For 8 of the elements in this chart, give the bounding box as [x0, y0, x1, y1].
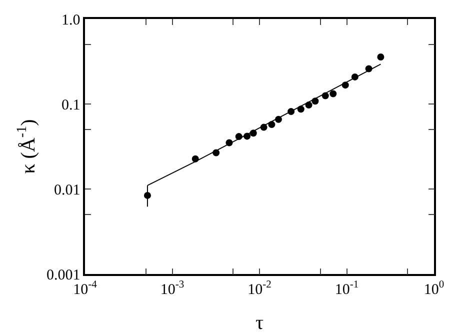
y-tick-label: 0.1 — [62, 97, 80, 114]
y-tick-label: 0.01 — [54, 182, 80, 198]
x-tick-label: 10$^{0}$ — [424, 279, 444, 298]
x-tick-label: 10$^{-1}$ — [334, 279, 359, 298]
x-axis-title: τ — [255, 312, 264, 334]
x-tick-label: 10$^{-3}$ — [160, 279, 184, 298]
y-tick-label: 1.0 — [62, 12, 80, 28]
x-tick-label: 10$^{-2}$ — [248, 279, 272, 298]
